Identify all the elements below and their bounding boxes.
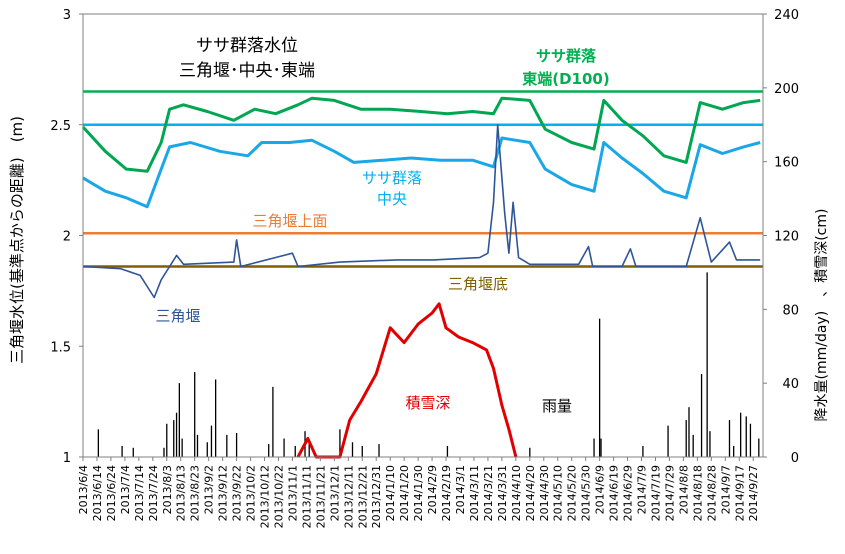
x-tick-label: 2013/9/2 <box>203 465 216 514</box>
x-tick-label: 2013/12/31 <box>370 465 383 528</box>
x-tick-label: 2014/8/8 <box>677 465 690 514</box>
x-tick-label: 2013/8/23 <box>189 465 202 521</box>
x-axis-ticks: 2013/6/4 2013/6/14 2013/6/24 2013/7/4 2013/7… <box>77 457 760 528</box>
x-tick-label: 2014/6/29 <box>622 465 635 521</box>
right-tick-label: 0 <box>791 451 799 466</box>
left-tick-label: 2 <box>63 230 71 245</box>
x-tick-label: 2013/12/1 <box>328 465 341 521</box>
left-tick-label: 3 <box>63 8 71 23</box>
label-weir-top: 三角堰上面 <box>252 212 327 230</box>
x-tick-label: 2014/7/19 <box>649 465 662 521</box>
y-axis-left-label: 三角堰水位(基準点からの距離) (m) <box>8 116 26 364</box>
x-tick-label: 2013/12/21 <box>356 465 369 528</box>
chart-title-line-1: ササ群落水位 <box>196 36 298 56</box>
right-axis-ticks: 0 40 80 120 160 200 240 <box>763 8 799 466</box>
x-tick-label: 2014/6/9 <box>594 465 607 514</box>
x-tick-label: 2014/1/20 <box>398 465 411 521</box>
x-tick-label: 2014/5/30 <box>580 465 593 521</box>
left-tick-label: 1 <box>63 451 71 466</box>
x-tick-label: 2013/10/12 <box>259 465 272 528</box>
x-tick-label: 2014/3/21 <box>482 465 495 521</box>
label-rainfall: 雨量 <box>542 397 572 415</box>
series-line <box>82 124 761 299</box>
x-tick-label: 2014/3/1 <box>454 465 467 514</box>
series-line <box>296 302 518 459</box>
right-tick-label: 160 <box>774 156 799 171</box>
label-snow-depth: 積雪深 <box>405 394 450 412</box>
left-tick-label: 2.5 <box>50 119 71 134</box>
right-tick-label: 240 <box>774 8 799 23</box>
x-tick-label: 2014/9/7 <box>719 465 732 514</box>
x-tick-label: 2013/9/22 <box>231 465 244 521</box>
series-lines <box>81 96 761 459</box>
x-tick-label: 2014/7/9 <box>636 465 649 514</box>
y-axis-right-label: 降水量(mm/day) 、積雪深(cm) <box>814 209 830 422</box>
label-east-line-2: 東端(D100) <box>522 70 609 88</box>
x-tick-label: 2013/7/4 <box>119 465 132 514</box>
x-tick-label: 2013/7/14 <box>133 465 146 521</box>
x-tick-label: 2014/4/30 <box>538 465 551 521</box>
left-tick-label: 1.5 <box>50 340 71 355</box>
x-tick-label: 2013/9/12 <box>217 465 230 521</box>
left-axis-ticks: 1 1.5 2 2.5 3 <box>50 8 83 466</box>
x-tick-label: 2014/8/28 <box>705 465 718 521</box>
x-tick-label: 2014/9/17 <box>733 465 746 521</box>
x-tick-label: 2013/7/24 <box>147 465 160 521</box>
label-east-line-1: ササ群落 <box>536 47 597 65</box>
right-tick-label: 120 <box>774 230 799 245</box>
x-tick-label: 2013/12/11 <box>342 465 355 528</box>
x-tick-label: 2014/5/20 <box>566 465 579 521</box>
right-tick-label: 80 <box>782 303 799 318</box>
chart-title-line-2: 三角堰･中央･東端 <box>179 61 315 81</box>
x-tick-label: 2013/10/2 <box>245 465 258 521</box>
label-center-line-1: ササ群落 <box>362 169 422 187</box>
x-tick-label: 2014/4/20 <box>524 465 537 521</box>
x-tick-label: 2014/7/29 <box>663 465 676 521</box>
label-weir: 三角堰 <box>155 307 200 325</box>
x-tick-label: 2014/8/18 <box>691 465 704 521</box>
x-tick-label: 2014/2/9 <box>426 465 439 514</box>
x-tick-label: 2013/11/11 <box>300 465 313 528</box>
x-tick-label: 2013/10/22 <box>272 465 285 528</box>
x-tick-label: 2013/6/24 <box>105 465 118 521</box>
x-tick-label: 2013/11/1 <box>286 465 299 521</box>
label-center-line-2: 中央 <box>377 190 407 208</box>
x-tick-label: 2013/8/3 <box>161 465 174 514</box>
label-weir-bottom: 三角堰底 <box>448 275 508 293</box>
x-tick-label: 2014/9/27 <box>747 465 760 521</box>
x-tick-label: 2013/6/4 <box>77 465 90 514</box>
x-tick-label: 2014/1/30 <box>412 465 425 521</box>
x-tick-label: 2013/8/13 <box>175 465 188 521</box>
x-tick-label: 2014/1/10 <box>384 465 397 521</box>
x-tick-label: 2013/6/14 <box>91 465 104 521</box>
x-tick-label: 2014/2/19 <box>440 465 453 521</box>
x-tick-label: 2014/6/19 <box>608 465 621 521</box>
rain-bars <box>97 272 760 457</box>
x-tick-label: 2013/11/21 <box>314 465 327 528</box>
series-line <box>82 136 761 209</box>
right-tick-label: 40 <box>782 377 799 392</box>
right-tick-label: 200 <box>774 82 799 97</box>
x-tick-label: 2014/3/11 <box>468 465 481 521</box>
series-line <box>81 96 761 173</box>
x-tick-label: 2014/3/31 <box>496 465 509 521</box>
x-tick-label: 2014/5/10 <box>552 465 565 521</box>
x-tick-label: 2014/4/10 <box>510 465 523 521</box>
